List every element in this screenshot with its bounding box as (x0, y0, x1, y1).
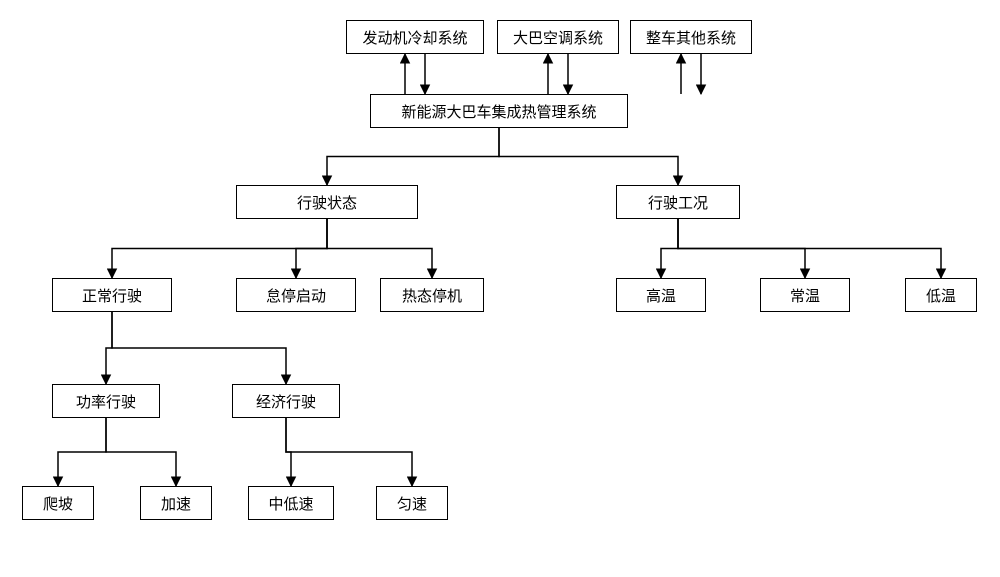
node-normal_temp: 常温 (760, 278, 850, 312)
node-hot_stop: 热态停机 (380, 278, 484, 312)
node-low_temp: 低温 (905, 278, 977, 312)
node-power_drive: 功率行驶 (52, 384, 160, 418)
node-integrated: 新能源大巴车集成热管理系统 (370, 94, 628, 128)
node-eco_drive: 经济行驶 (232, 384, 340, 418)
node-driving_state: 行驶状态 (236, 185, 418, 219)
node-idle_start: 怠停启动 (236, 278, 356, 312)
node-high_temp: 高温 (616, 278, 706, 312)
node-mid_low: 中低速 (248, 486, 334, 520)
node-vehicle_other: 整车其他系统 (630, 20, 752, 54)
node-constant: 匀速 (376, 486, 448, 520)
node-engine_cooling: 发动机冷却系统 (346, 20, 484, 54)
node-driving_cond: 行驶工况 (616, 185, 740, 219)
node-normal_drive: 正常行驶 (52, 278, 172, 312)
node-climb: 爬坡 (22, 486, 94, 520)
node-bus_ac: 大巴空调系统 (497, 20, 619, 54)
node-accel: 加速 (140, 486, 212, 520)
